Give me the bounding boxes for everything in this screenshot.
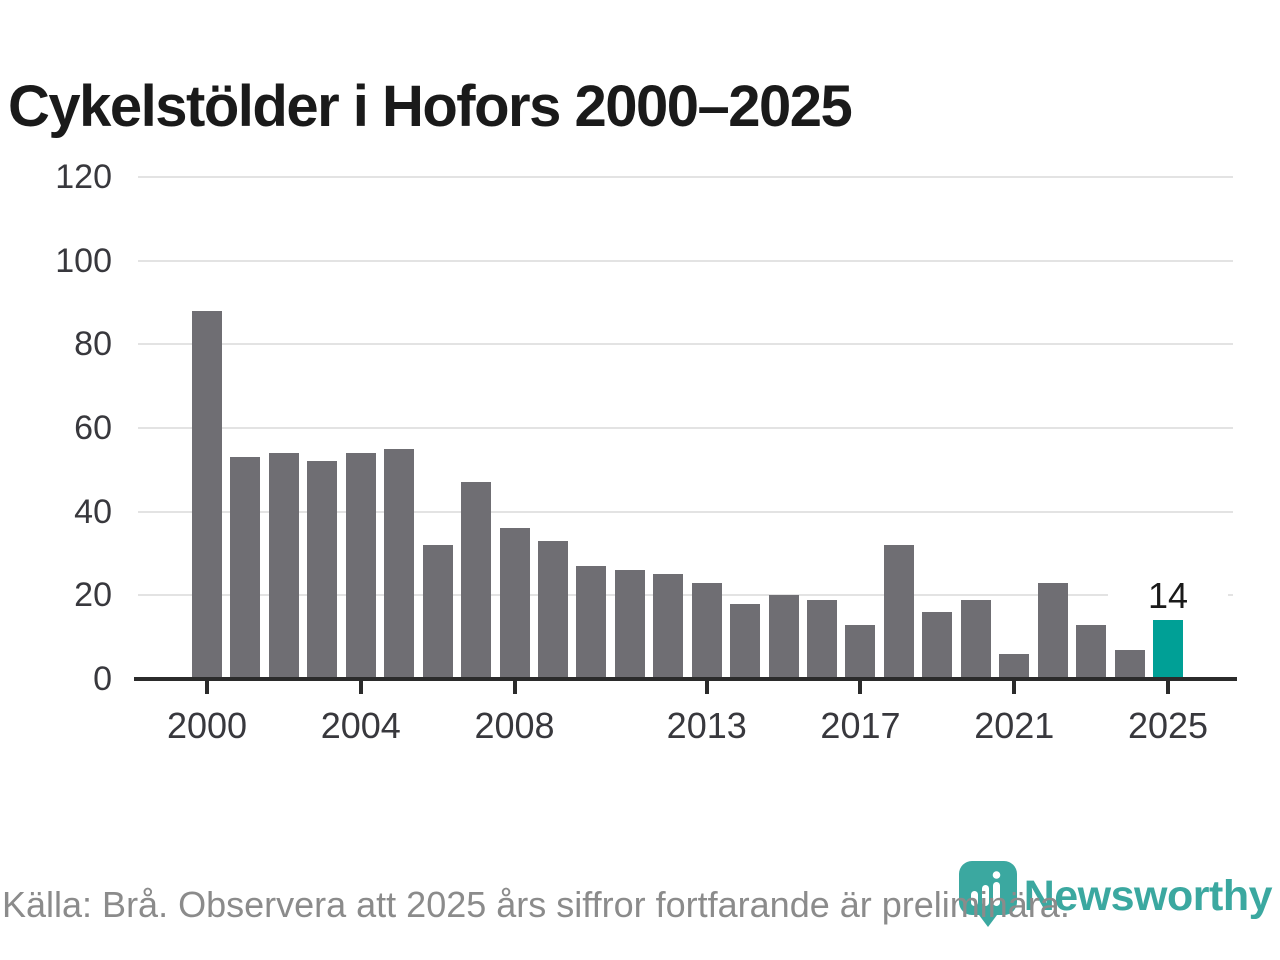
bar-2001 — [230, 457, 261, 679]
y-axis-tick-label-100: 100 — [55, 241, 112, 280]
bar-2010 — [576, 566, 607, 679]
page-title: Cykelstölder i Hofors 2000–2025 — [8, 73, 853, 139]
source-note: Källa: Brå. Observera att 2025 års siffr… — [2, 884, 1070, 925]
gridline-y-40 — [138, 510, 1233, 513]
x-axis-tick-2021 — [1012, 681, 1017, 694]
x-axis-tick-2000 — [205, 681, 209, 694]
x-axis-tick-2013 — [704, 681, 709, 694]
bar-2002 — [268, 453, 299, 679]
x-axis-tick-2008 — [512, 681, 517, 694]
bar-chart-plot-area: 0 20 40 60 80 100 120 14 2000 2004 2008 2013 2017 202… — [55, 159, 1237, 746]
x-axis-tick-2025 — [1166, 681, 1170, 694]
bar-2022 — [1037, 582, 1068, 679]
bar-2011 — [614, 570, 645, 679]
x-axis-line — [134, 677, 1237, 681]
x-axis-tick-label-2017: 2017 — [820, 705, 901, 746]
bar-2018 — [883, 545, 914, 679]
logo-wordmark: Newsworthy — [1023, 872, 1273, 920]
x-axis-tick-label-2025: 2025 — [1127, 705, 1209, 746]
bar-2009 — [537, 540, 568, 679]
bar-2019 — [922, 612, 953, 679]
bar-2005 — [384, 448, 415, 679]
x-axis-tick-label-2004: 2004 — [320, 705, 401, 746]
bar-2008 — [499, 528, 530, 679]
bar-2024 — [1114, 649, 1145, 679]
bar-2000 — [192, 310, 222, 679]
y-axis-tick-label-60: 60 — [74, 409, 112, 447]
bar-2012 — [653, 574, 684, 679]
bar-2003 — [307, 461, 338, 679]
bar-2016 — [807, 599, 838, 679]
bar-value-label-2025: 14 — [1108, 575, 1228, 618]
bar-2015 — [768, 595, 799, 679]
gridline-y-120 — [138, 176, 1233, 178]
y-axis-tick-label-0: 0 — [93, 660, 112, 698]
bar-2013 — [691, 582, 722, 679]
y-axis-tick-label-80: 80 — [74, 325, 112, 364]
x-axis-tick-label-2013: 2013 — [666, 705, 747, 746]
bar-2017 — [845, 624, 876, 679]
y-axis-tick-label-40: 40 — [74, 492, 112, 531]
bar-2023 — [1076, 624, 1107, 679]
bar-2025 — [1153, 620, 1183, 679]
bar-2021 — [999, 653, 1030, 679]
bar-2007 — [461, 482, 492, 679]
gridline-y-60 — [138, 427, 1233, 429]
bar-2004 — [345, 453, 376, 679]
gridline-y-100 — [138, 259, 1233, 262]
newsworthy-logo: Newsworthy — [958, 860, 1273, 928]
bar-2020 — [960, 599, 991, 679]
x-axis-tick-2017 — [858, 681, 863, 694]
x-axis-tick-label-2008: 2008 — [474, 705, 555, 746]
x-axis-tick-label-2000: 2000 — [166, 705, 248, 746]
newsworthy-pin-barchart-icon — [958, 861, 1017, 927]
x-axis-tick-2004 — [358, 681, 363, 694]
y-axis-tick-label-120: 120 — [55, 158, 112, 196]
y-axis-tick-label-20: 20 — [74, 576, 112, 615]
gridline-y-80 — [138, 343, 1233, 346]
bar-2014 — [730, 603, 761, 679]
gridline-y-20 — [138, 594, 1233, 597]
x-axis-tick-label-2021: 2021 — [974, 705, 1055, 746]
bar-2006 — [422, 545, 453, 679]
